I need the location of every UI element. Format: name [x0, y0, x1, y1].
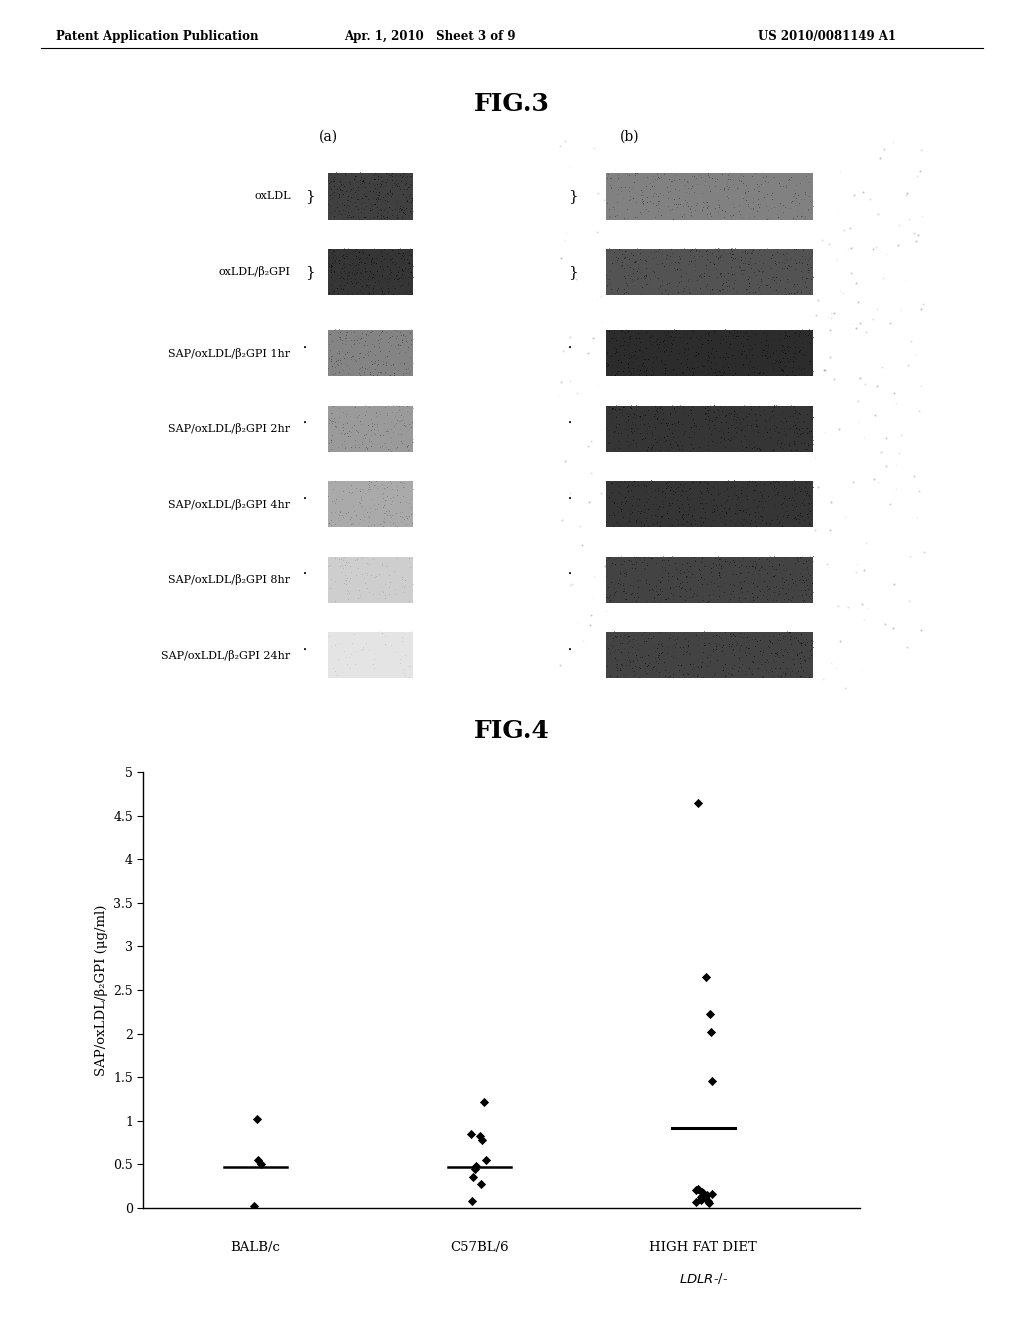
Point [693, 1185, 710, 1206]
Point [694, 1181, 711, 1203]
Bar [606, 330, 813, 376]
Point [703, 1183, 720, 1204]
Point [692, 1189, 709, 1210]
Bar [606, 405, 813, 451]
Point [253, 1154, 269, 1175]
Point [701, 1193, 718, 1214]
Text: SAP/oxLDL/β₂GPI 4hr: SAP/oxLDL/β₂GPI 4hr [169, 499, 291, 510]
Text: Patent Application Publication: Patent Application Publication [56, 30, 259, 44]
Point [697, 966, 714, 987]
Point [464, 1191, 480, 1212]
Point [699, 1191, 716, 1212]
Point [467, 1158, 483, 1179]
Text: US 2010/0081149 A1: US 2010/0081149 A1 [758, 30, 896, 44]
Text: FIG.3: FIG.3 [474, 92, 550, 116]
Text: •: • [303, 418, 307, 426]
Bar [329, 173, 413, 219]
Text: (a): (a) [318, 129, 338, 144]
Text: oxLDL: oxLDL [254, 191, 291, 202]
Point [694, 1183, 711, 1204]
Text: C57BL/6: C57BL/6 [450, 1241, 509, 1254]
Y-axis label: SAP/oxLDL/β₂GPI (μg/ml): SAP/oxLDL/β₂GPI (μg/ml) [94, 904, 108, 1076]
Point [477, 1150, 494, 1171]
Point [699, 1184, 716, 1205]
Text: }: } [568, 265, 579, 279]
Text: (b): (b) [620, 129, 640, 144]
Point [692, 1188, 709, 1209]
Text: •: • [568, 343, 572, 351]
Text: }: } [305, 265, 314, 279]
Bar [606, 480, 813, 528]
Point [249, 1109, 265, 1130]
Point [688, 1180, 705, 1201]
Text: •: • [303, 570, 307, 578]
Text: •: • [303, 495, 307, 503]
Text: }: } [568, 189, 579, 203]
Text: SAP/oxLDL/β₂GPI 8hr: SAP/oxLDL/β₂GPI 8hr [169, 574, 291, 585]
Text: •: • [303, 645, 307, 653]
Point [473, 1173, 489, 1195]
Bar [329, 480, 413, 528]
Text: •: • [568, 645, 572, 653]
Point [465, 1167, 481, 1188]
Bar [329, 330, 413, 376]
Point [468, 1155, 484, 1176]
Text: $\it{LDLR}$-/-: $\it{LDLR}$-/- [679, 1271, 728, 1287]
Bar [606, 557, 813, 603]
Text: •: • [568, 495, 572, 503]
Point [474, 1130, 490, 1151]
Text: HIGH FAT DIET: HIGH FAT DIET [649, 1241, 757, 1254]
Text: oxLDL/β₂GPI: oxLDL/β₂GPI [218, 267, 291, 277]
Bar [329, 405, 413, 451]
Point [690, 1177, 707, 1199]
Bar [329, 248, 413, 296]
Bar [329, 557, 413, 603]
Bar [606, 632, 813, 678]
Text: •: • [568, 418, 572, 426]
Point [472, 1126, 488, 1147]
Text: SAP/oxLDL/β₂GPI 1hr: SAP/oxLDL/β₂GPI 1hr [169, 347, 291, 359]
Bar [329, 632, 413, 678]
Text: SAP/oxLDL/β₂GPI 24hr: SAP/oxLDL/β₂GPI 24hr [162, 649, 291, 661]
Text: Apr. 1, 2010   Sheet 3 of 9: Apr. 1, 2010 Sheet 3 of 9 [344, 30, 516, 44]
Text: •: • [568, 570, 572, 578]
Point [697, 1188, 714, 1209]
Text: •: • [303, 343, 307, 351]
Point [703, 1022, 720, 1043]
Point [693, 1187, 710, 1208]
Point [703, 1071, 720, 1092]
Point [246, 1196, 262, 1217]
Text: SAP/oxLDL/β₂GPI 2hr: SAP/oxLDL/β₂GPI 2hr [169, 424, 291, 434]
Point [463, 1123, 479, 1144]
Text: BALB/c: BALB/c [230, 1241, 281, 1254]
Point [250, 1150, 266, 1171]
Point [702, 1003, 719, 1024]
Text: FIG.4: FIG.4 [474, 719, 550, 743]
Point [688, 1191, 705, 1212]
Text: }: } [305, 189, 314, 203]
Bar [606, 248, 813, 296]
Point [695, 1185, 712, 1206]
Point [475, 1090, 492, 1111]
Bar [606, 173, 813, 219]
Point [690, 792, 707, 813]
